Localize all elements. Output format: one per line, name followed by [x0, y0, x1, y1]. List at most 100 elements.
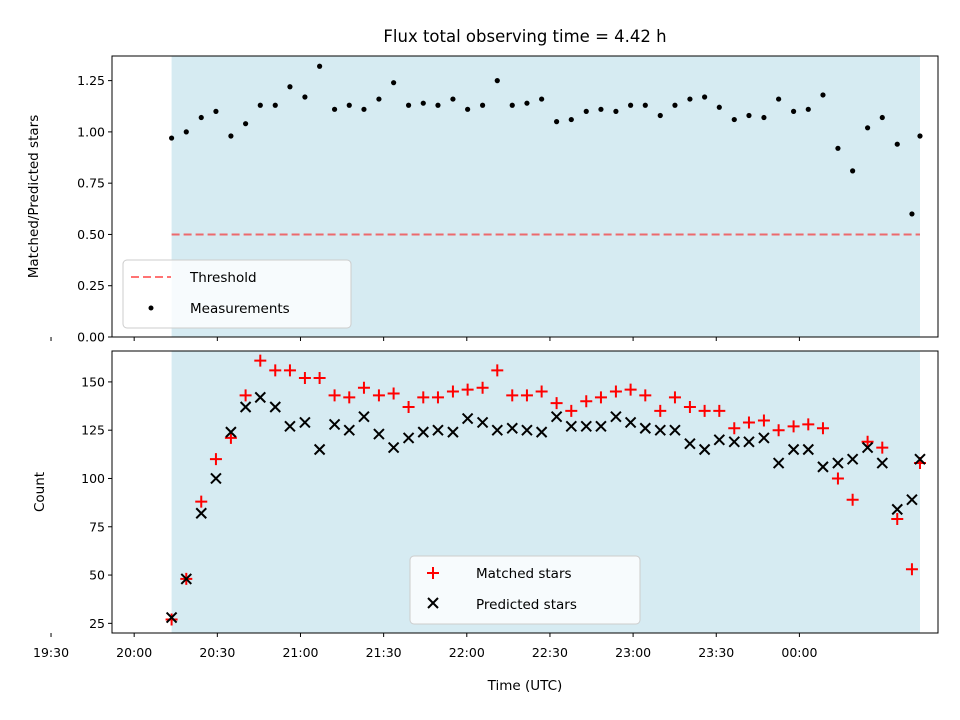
measurement-point [553, 119, 560, 125]
matched-star-marker [787, 420, 800, 433]
count-y-axis-label: Count [32, 472, 48, 512]
measurement-point [805, 106, 811, 112]
predicted-star-marker [624, 416, 637, 429]
ratio-panel-frame [111, 55, 939, 338]
matched-star-marker [372, 389, 385, 402]
matched-star-marker [565, 404, 578, 417]
measurement-point [376, 96, 382, 102]
ratio-legend: Threshold Measurements [122, 259, 352, 329]
matched-star-marker [506, 389, 519, 402]
predicted-star-marker [225, 426, 237, 438]
measurement-point [598, 106, 604, 112]
matched-star-marker [772, 424, 785, 437]
measurement-point [168, 135, 175, 141]
x-tick-label: 20:30 [199, 645, 235, 660]
matched-star-marker [802, 418, 815, 431]
count-legend: Matched stars Predicted stars [409, 555, 641, 625]
ratio-y-axis-label: Matched/Predicted stars [26, 115, 42, 278]
matched-star-marker [654, 404, 667, 417]
predicted-star-marker [787, 443, 800, 456]
measurement-point [287, 84, 293, 90]
ratio-y-tick-label: 0.00 [77, 330, 105, 345]
matched-star-marker [535, 385, 548, 398]
predicted-star-marker [432, 424, 444, 436]
predicted-star-marker [743, 436, 755, 448]
predicted-star-marker [461, 412, 474, 425]
matched-star-marker [831, 472, 844, 485]
predicted-star-marker [313, 443, 326, 456]
x-tick-label: 00:00 [781, 645, 817, 660]
measurement-point [879, 114, 885, 121]
matched-star-marker [239, 389, 252, 402]
count-y-tick-label: 100 [81, 471, 105, 486]
predicted-star-marker [595, 420, 607, 433]
measurement-point [494, 78, 500, 84]
matched-star-marker [757, 414, 770, 427]
matched-star-marker [431, 391, 444, 404]
predicted-star-marker [876, 457, 888, 469]
predicted-star-marker [299, 416, 311, 429]
predicted-star-marker [906, 494, 918, 506]
measurement-point [702, 94, 708, 100]
matched-star-marker [520, 389, 533, 402]
predicted-star-marker [521, 424, 533, 436]
measurement-point [583, 108, 589, 114]
predicted-star-marker [772, 457, 785, 469]
predicted-star-marker [195, 507, 207, 519]
measurement-point [820, 92, 826, 98]
legend-predicted-label: Predicted stars [476, 597, 577, 613]
matched-star-marker [698, 404, 711, 417]
predicted-star-marker [180, 573, 192, 585]
measurement-point [613, 108, 619, 114]
predicted-star-marker [728, 436, 740, 448]
x-tick-label: 23:00 [615, 645, 651, 660]
predicted-star-marker [373, 428, 385, 440]
measurement-point [257, 102, 263, 108]
predicted-star-marker [565, 420, 577, 433]
predicted-star-marker [698, 443, 711, 456]
legend-measurements-label: Measurements [190, 301, 290, 317]
measurement-point [405, 102, 412, 108]
matched-star-marker [624, 383, 637, 396]
legend-matched-swatch [427, 567, 439, 579]
matched-star-marker [357, 381, 370, 394]
measurement-point [628, 102, 634, 108]
predicted-star-marker [891, 503, 903, 516]
measurement-point [850, 168, 856, 174]
predicted-star-marker [343, 424, 355, 436]
predicted-star-marker [506, 422, 518, 434]
predicted-star-marker [713, 434, 726, 446]
measurement-point [687, 96, 693, 102]
measurement-point [909, 211, 915, 217]
predicted-star-marker [914, 453, 926, 465]
count-panel: 25 50 75 100 125 150 19:30 20:00 20:30 21:00 21:3… [32, 350, 939, 694]
measurement-point [243, 121, 249, 127]
matched-star-marker [594, 391, 607, 404]
measurement-point [198, 114, 204, 121]
measurement-point [917, 133, 923, 139]
matched-star-marker [269, 364, 282, 377]
measurement-point [450, 96, 456, 102]
matched-star-marker [816, 422, 829, 435]
matched-star-marker [609, 385, 622, 398]
matched-star-marker [313, 372, 326, 385]
ratio-legend-box [122, 259, 352, 329]
measurement-point [228, 133, 234, 139]
legend-predicted-swatch [427, 597, 439, 609]
matched-star-marker [209, 453, 222, 466]
measurement-point [894, 141, 900, 147]
matched-star-marker [328, 389, 341, 402]
matched-star-marker [224, 431, 237, 444]
matched-star-marker [728, 422, 741, 435]
predicted-star-marker [447, 426, 459, 438]
predicted-star-marker [417, 426, 429, 438]
predicted-star-marker [402, 432, 415, 444]
matched-star-marker [891, 513, 904, 526]
predicted-star-marker [550, 410, 563, 423]
ratio-y-tick-label: 0.75 [77, 176, 105, 191]
matched-star-marker [861, 435, 874, 448]
measurement-point [776, 96, 782, 102]
predicted-star-marker [654, 424, 666, 436]
measurement-point [346, 102, 352, 108]
